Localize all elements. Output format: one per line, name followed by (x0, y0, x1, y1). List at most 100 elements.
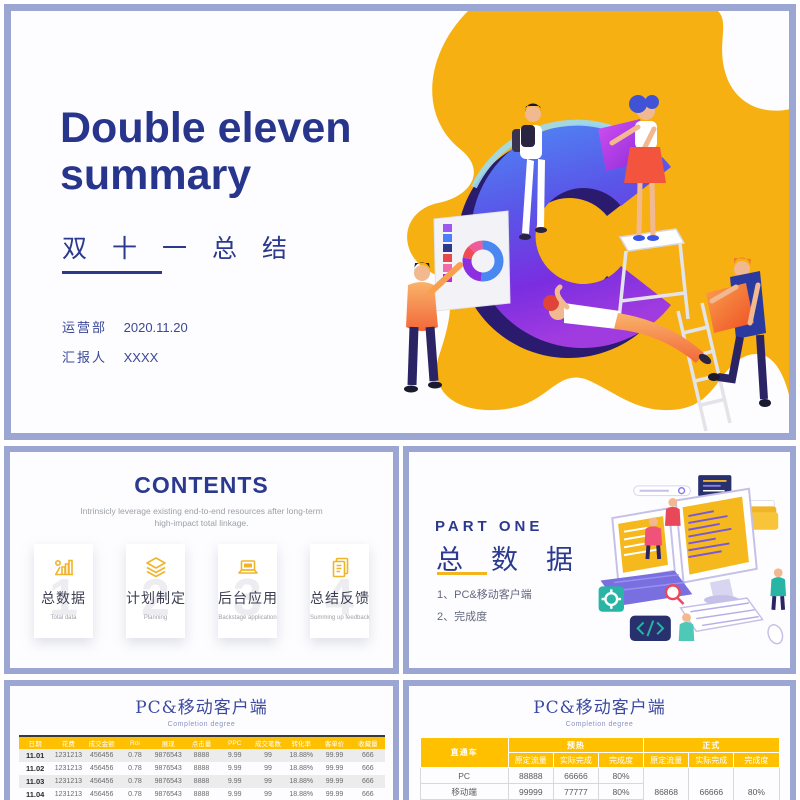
table-cell: 1231213 (54, 752, 83, 759)
reporter-label: 汇报人 (62, 350, 108, 365)
group-header-preheat: 预热 (507, 737, 645, 753)
laptop-icon (218, 555, 277, 579)
daily-data-table: 日期 花费 成交金额 Roi 展现 点击量 PPC 成交笔数 转化率 客单价 收藏量 11.01 12… (18, 735, 385, 800)
contents-card-total-data[interactable]: 1 总数据 Total data (34, 544, 93, 638)
table-cell: 99.99 (325, 765, 344, 772)
ghost-number: 3 (233, 569, 262, 627)
slide-data-table[interactable]: PC&移动客户端 Completion degree 日期 花费 成交金额 Roi 展现… (4, 680, 399, 800)
mini-person-teal-right (770, 568, 787, 610)
department-label: 运营部 (62, 320, 108, 335)
contents-card-backstage[interactable]: 3 后台应用 Backstage application (218, 544, 277, 638)
table-cell: 666 (361, 791, 374, 798)
slide-cover[interactable]: Double eleven summary 双十一总结 运营部 2020.11.… (4, 4, 796, 440)
part-one-kicker: PART ONE (435, 518, 544, 535)
table-cell: 1231213 (54, 765, 83, 772)
mini-person-pink (644, 517, 663, 560)
part-one-item: 1、PC&移动客户端 (437, 589, 532, 601)
gear-tile (598, 586, 624, 612)
group-header-official: 正式 (643, 737, 780, 753)
yellow-underline (437, 572, 487, 575)
table-cell: 456456 (89, 752, 114, 759)
table-slide-title: PC&移动客户端 (135, 698, 268, 718)
department-row: 运营部 2020.11.20 (62, 317, 188, 336)
table-cell: 0.78 (128, 791, 142, 798)
table-cell: 456456 (89, 791, 114, 798)
whiteboard (433, 210, 511, 312)
table-cell: 0.78 (128, 778, 142, 785)
table-cell: 456456 (89, 765, 114, 772)
contents-title: CONTENTS (134, 472, 269, 498)
card-title-cn: 计划制定 (126, 591, 186, 607)
table-cell: 99.99 (325, 778, 344, 785)
sub-header: 完成度 (597, 752, 645, 768)
reporter-value: XXXX (123, 350, 159, 365)
table-cell: 666 (361, 778, 374, 785)
row-label: 移动端 (419, 783, 509, 800)
table-cell: 9876543 (154, 765, 182, 772)
contents-subtitle: Intrinsicly leverage existing end-to-end… (42, 505, 362, 529)
table-cell: 18.88% (289, 752, 314, 759)
table-cell: 99 (264, 752, 272, 759)
contents-card-feedback[interactable]: 4 总结反馈 Summing up feedback (310, 544, 370, 638)
table-row: 移动端 99999 77777 80% (419, 783, 779, 800)
search-bar (633, 485, 691, 497)
table-cell: 77777 (552, 783, 599, 800)
card-caption-en: Planning (143, 615, 168, 621)
summary-slide-subtitle: Completion degree (565, 721, 634, 728)
header-row: 日期 花费 成交金额 Roi 展现 点击量 PPC 成交笔数 转化率 客单价 收藏量 (18, 736, 385, 749)
table-cell: 9876543 (154, 778, 182, 785)
part-one-item: 2、完成度 (437, 611, 488, 623)
person-on-letter (512, 103, 547, 240)
table-cell: 0.78 (128, 752, 142, 759)
table-cell: 9876543 (154, 791, 182, 798)
table-cell: 8888 (193, 765, 210, 772)
table-cell: 11.01 (25, 751, 45, 760)
table-cell: 9.99 (227, 765, 242, 772)
slide-contents[interactable]: CONTENTS Intrinsicly leverage existing e… (4, 446, 399, 674)
sub-header: 实际完成 (552, 752, 599, 768)
table-cell: 99 (264, 778, 272, 785)
table-cell: 99 (264, 791, 272, 798)
part-one-illustration (598, 475, 787, 645)
merged-cell: 80% (733, 767, 780, 800)
table-cell: 11.02 (25, 764, 45, 773)
table-cell: 1231213 (54, 778, 83, 785)
table-slide-subtitle: Completion degree (167, 721, 236, 728)
card-caption-en: Total data (50, 615, 77, 621)
table-cell: 8888 (193, 778, 210, 785)
cover-title: Double eleven summary (60, 105, 352, 199)
table-header: 日期 花费 成交金额 Roi 展现 点击量 PPC 成交笔数 转化率 客单价 收藏量 (18, 736, 385, 749)
sub-header-row: 原定流量 实际完成 完成度 原定流量 实际完成 完成度 (420, 752, 780, 768)
card-title-cn: 总结反馈 (310, 591, 370, 607)
sub-header: 原定流量 (507, 752, 554, 768)
table-row: 11.01 1231213 456456 0.78 9876543 8888 9.99 99 1… (18, 749, 385, 762)
contents-card-planning[interactable]: 2 计划制定 Planning (126, 544, 185, 638)
contents-cards: 1 总数据 Total data 2 计划制 (10, 544, 393, 638)
sub-header: 实际完成 (688, 752, 735, 768)
ghost-number: 4 (325, 569, 354, 627)
table-row: 11.03 1231213 456456 0.78 9876543 8888 9.99 99 1… (18, 775, 385, 788)
card-caption-en: Backstage application (218, 615, 277, 621)
column-header: PPC (228, 739, 242, 747)
table-cell: 99999 (507, 783, 554, 800)
table-cell: 9.99 (227, 752, 242, 759)
table-cell: 80% (597, 767, 645, 784)
table-cell: 99.99 (325, 752, 344, 759)
table-cell: 80% (597, 783, 645, 800)
ghost-number: 2 (141, 569, 170, 627)
column-header: 日期 (28, 741, 42, 748)
column-header: 点击量 (191, 741, 212, 748)
html-badge (698, 475, 732, 497)
right-monitor (674, 487, 758, 605)
slide-summary-table[interactable]: PC&移动客户端 Completion degree 直通车 预热 正式 原定流… (403, 680, 796, 800)
slide-part-one[interactable]: PART ONE 总数据 1、PC&移动客户端 2、完成度 (403, 446, 796, 674)
bar-chart-icon (34, 555, 93, 579)
table-cell: 99 (264, 765, 272, 772)
summary-slide-title: PC&移动客户端 (533, 698, 666, 718)
table-cell: 11.04 (25, 790, 45, 799)
reporter-row: 汇报人 XXXX (62, 347, 158, 366)
table-cell: 666 (361, 765, 374, 772)
donut-chart (462, 240, 504, 282)
part-one-title: 总数据 (436, 545, 601, 576)
